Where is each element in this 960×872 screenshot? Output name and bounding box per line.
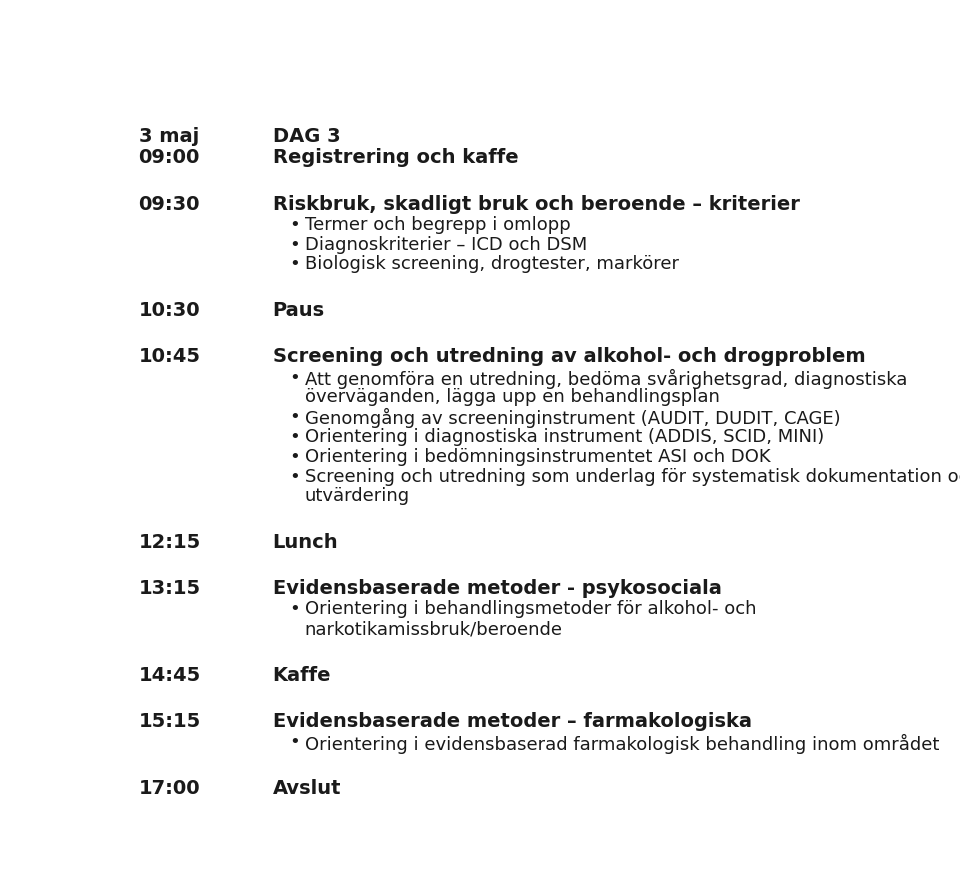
- Text: •: •: [290, 447, 300, 466]
- Text: •: •: [290, 369, 300, 386]
- Text: •: •: [290, 408, 300, 426]
- Text: 13:15: 13:15: [138, 579, 201, 598]
- Text: 09:00: 09:00: [138, 148, 200, 167]
- Text: överväganden, lägga upp en behandlingsplan: överväganden, lägga upp en behandlingspl…: [304, 388, 719, 406]
- Text: 17:00: 17:00: [138, 779, 201, 798]
- Text: Orientering i diagnostiska instrument (ADDIS, SCID, MINI): Orientering i diagnostiska instrument (A…: [304, 428, 824, 446]
- Text: Diagnoskriterier – ICD och DSM: Diagnoskriterier – ICD och DSM: [304, 235, 587, 254]
- Text: 15:15: 15:15: [138, 712, 201, 732]
- Text: Screening och utredning som underlag för systematisk dokumentation och: Screening och utredning som underlag för…: [304, 467, 960, 486]
- Text: •: •: [290, 428, 300, 446]
- Text: utvärdering: utvärdering: [304, 487, 410, 506]
- Text: Orientering i evidensbaserad farmakologisk behandling inom området: Orientering i evidensbaserad farmakologi…: [304, 733, 939, 753]
- Text: 10:30: 10:30: [138, 301, 201, 320]
- Text: •: •: [290, 467, 300, 486]
- Text: •: •: [290, 235, 300, 254]
- Text: Screening och utredning av alkohol- och drogproblem: Screening och utredning av alkohol- och …: [273, 347, 865, 366]
- Text: •: •: [290, 601, 300, 618]
- Text: 3 maj: 3 maj: [138, 126, 199, 146]
- Text: Biologisk screening, drogtester, markörer: Biologisk screening, drogtester, marköre…: [304, 255, 679, 274]
- Text: 09:30: 09:30: [138, 194, 200, 214]
- Text: narkotikamissbruk/beroende: narkotikamissbruk/beroende: [304, 620, 563, 638]
- Text: Genomgång av screeninginstrument (AUDIT, DUDIT, CAGE): Genomgång av screeninginstrument (AUDIT,…: [304, 408, 840, 428]
- Text: •: •: [290, 215, 300, 234]
- Text: Evidensbaserade metoder - psykosociala: Evidensbaserade metoder - psykosociala: [273, 579, 721, 598]
- Text: •: •: [290, 733, 300, 752]
- Text: DAG 3: DAG 3: [273, 126, 340, 146]
- Text: Kaffe: Kaffe: [273, 665, 331, 685]
- Text: Paus: Paus: [273, 301, 324, 320]
- Text: 10:45: 10:45: [138, 347, 201, 366]
- Text: Orientering i bedömningsinstrumentet ASI och DOK: Orientering i bedömningsinstrumentet ASI…: [304, 447, 770, 466]
- Text: 14:45: 14:45: [138, 665, 201, 685]
- Text: Termer och begrepp i omlopp: Termer och begrepp i omlopp: [304, 215, 570, 234]
- Text: Lunch: Lunch: [273, 533, 338, 552]
- Text: Att genomföra en utredning, bedöma svårighetsgrad, diagnostiska: Att genomföra en utredning, bedöma svåri…: [304, 369, 907, 389]
- Text: Orientering i behandlingsmetoder för alkohol- och: Orientering i behandlingsmetoder för alk…: [304, 601, 756, 618]
- Text: •: •: [290, 255, 300, 274]
- Text: Avslut: Avslut: [273, 779, 341, 798]
- Text: Riskbruk, skadligt bruk och beroende – kriterier: Riskbruk, skadligt bruk och beroende – k…: [273, 194, 800, 214]
- Text: Evidensbaserade metoder – farmakologiska: Evidensbaserade metoder – farmakologiska: [273, 712, 752, 732]
- Text: Registrering och kaffe: Registrering och kaffe: [273, 148, 518, 167]
- Text: 12:15: 12:15: [138, 533, 201, 552]
